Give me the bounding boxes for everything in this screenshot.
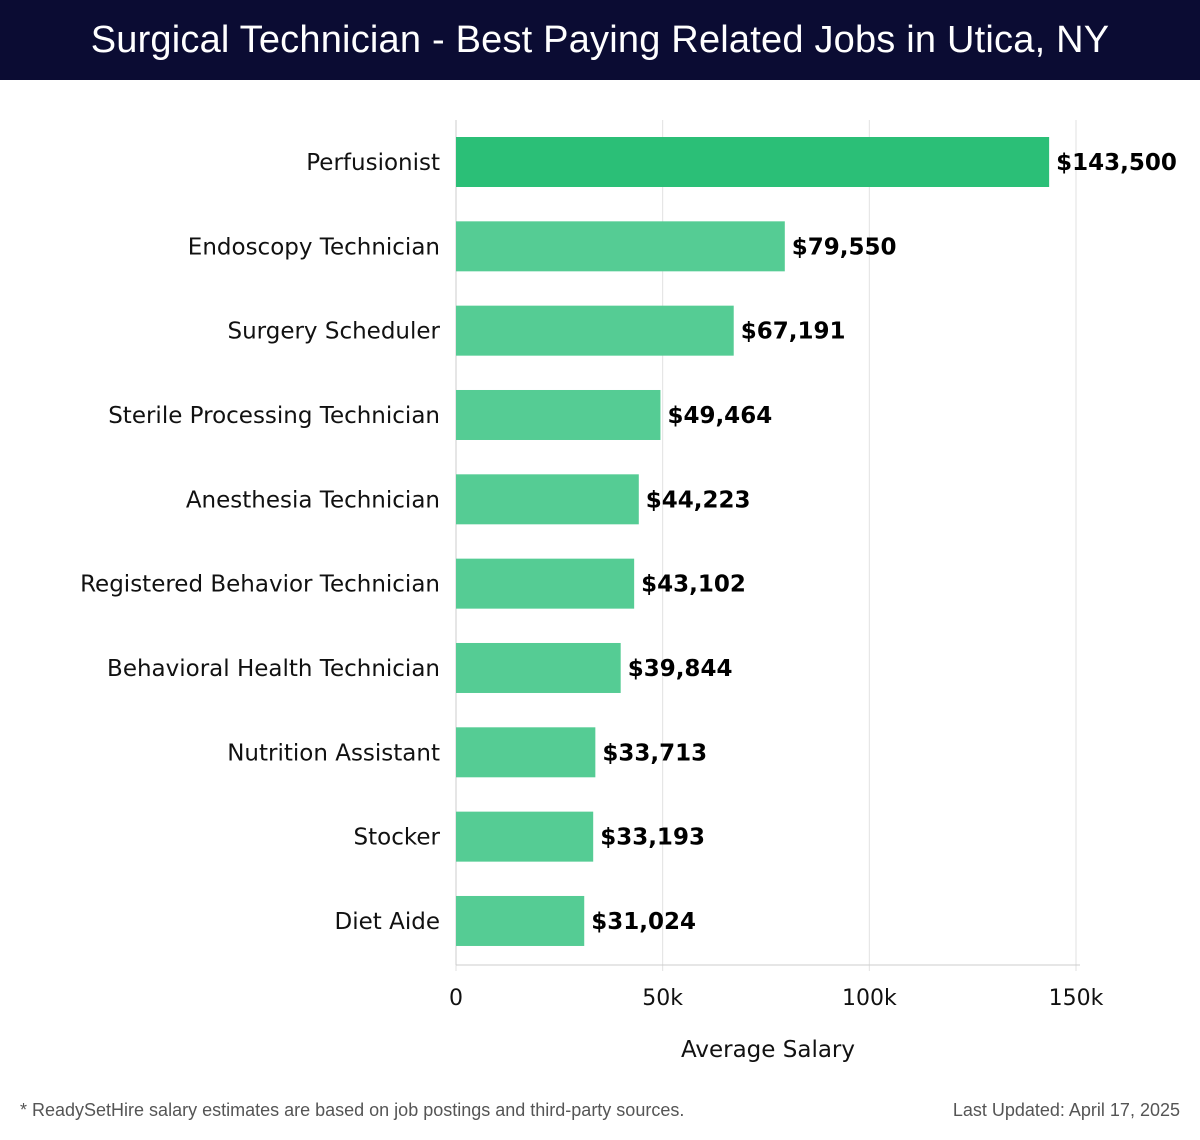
chart-title: Surgical Technician - Best Paying Relate… xyxy=(90,18,1110,61)
category-label: Perfusionist xyxy=(306,150,440,176)
bar xyxy=(456,389,661,440)
last-updated: Last Updated: April 17, 2025 xyxy=(952,1100,1180,1120)
x-tick-label: 0 xyxy=(449,986,463,1011)
bar xyxy=(456,221,785,272)
x-tick-label: 50k xyxy=(642,986,683,1011)
category-label: Nutrition Assistant xyxy=(227,740,440,766)
bar xyxy=(456,305,734,356)
category-label: Endoscopy Technician xyxy=(188,234,440,260)
category-label: Anesthesia Technician xyxy=(186,487,440,513)
value-label: $143,500 xyxy=(1056,150,1177,176)
category-label: Sterile Processing Technician xyxy=(108,403,440,429)
category-label: Diet Aide xyxy=(335,909,440,935)
category-label: Surgery Scheduler xyxy=(227,319,440,345)
value-label: $49,464 xyxy=(667,403,772,429)
value-label: $33,713 xyxy=(602,740,707,766)
category-label: Stocker xyxy=(354,825,441,851)
value-label: $43,102 xyxy=(641,572,746,598)
bar xyxy=(456,895,585,946)
bar xyxy=(456,811,594,862)
bar xyxy=(456,642,621,693)
x-tick-label: 100k xyxy=(842,986,897,1011)
x-axis-title: Average Salary xyxy=(681,1037,855,1063)
footer-note: * ReadySetHire salary estimates are base… xyxy=(20,1100,685,1120)
bar xyxy=(456,727,596,778)
value-label: $79,550 xyxy=(792,234,897,260)
bar xyxy=(456,474,639,525)
bar xyxy=(456,137,1050,187)
bar xyxy=(456,558,635,609)
category-label: Behavioral Health Technician xyxy=(107,656,440,682)
title-bar: Surgical Technician - Best Paying Relate… xyxy=(0,0,1200,80)
value-label: $31,024 xyxy=(591,909,696,935)
category-label: Registered Behavior Technician xyxy=(80,572,440,598)
value-label: $44,223 xyxy=(646,487,751,513)
value-label: $39,844 xyxy=(628,656,733,682)
value-label: $33,193 xyxy=(600,825,705,851)
x-tick-label: 150k xyxy=(1049,986,1104,1011)
bar-chart: 0 50k 100k 150k Perfusionist $143,500 Endoscop… xyxy=(80,120,1177,1063)
value-label: $67,191 xyxy=(741,319,846,345)
